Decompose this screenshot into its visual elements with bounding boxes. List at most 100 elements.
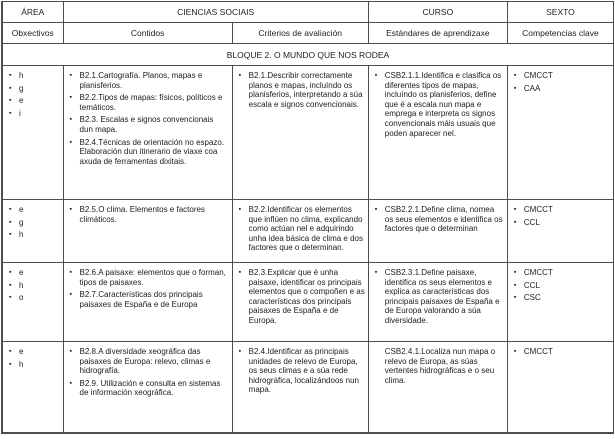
obxectivos-item-text: e bbox=[19, 96, 24, 106]
obxectivos-item: ▪ g bbox=[8, 84, 60, 94]
criterios-item-text: B2.1.Describir correctamente planos e ma… bbox=[248, 71, 363, 109]
criterios-cell: ▪ B2.4.Identificar as principais unidades… bbox=[231, 341, 369, 433]
bullet-icon: ▪ bbox=[9, 206, 12, 213]
bullet-icon: ▪ bbox=[513, 281, 517, 289]
criterios-cell: ▪ B2.3.Explicar que é unha paisaxe, ident… bbox=[231, 262, 369, 342]
bullet-icon: ▪ bbox=[238, 206, 242, 213]
obxectivos-item-text: h bbox=[19, 359, 24, 369]
bullet-icon: ▪ bbox=[69, 138, 73, 146]
criterios-item: ▪ B2.2.Identificar os elementos que inflú… bbox=[238, 205, 365, 253]
contidos-item-text: B2.3. Escalas e signos convencionais dun… bbox=[79, 115, 214, 134]
competencias-item: ▪ CSC bbox=[513, 293, 610, 303]
bullet-icon: ▪ bbox=[9, 294, 12, 302]
competencias-item: ▪ CMCCT bbox=[513, 205, 610, 215]
competencias-item-text: CCL bbox=[523, 217, 540, 227]
estandares-item: ▪CSB2.4.1.Localiza nun mapa o relevo de … bbox=[374, 347, 504, 385]
bullet-icon: ▪ bbox=[69, 379, 73, 387]
bullet-icon: ▪ bbox=[69, 116, 73, 124]
obxectivos-item: ▪ o bbox=[8, 293, 60, 303]
bullet-icon: ▪ bbox=[9, 360, 12, 368]
contidos-item: ▪ B2.3. Escalas e signos convencionais du… bbox=[69, 115, 229, 134]
column-header-contidos: Contidos bbox=[62, 22, 233, 44]
bullet-icon: ▪ bbox=[238, 269, 242, 276]
competencias-item-text: CSC bbox=[523, 293, 541, 303]
contidos-item: ▪ B2.6.A paisaxe: elementos que o forman,… bbox=[69, 268, 229, 287]
bullet-icon: ▪ bbox=[69, 348, 73, 355]
estandares-item: ▪ CSB2.3.1.Define paisaxe, identifica os … bbox=[374, 268, 504, 326]
estandares-item: ▪ CSB2.1.1.Identifica e clasifica os dife… bbox=[374, 71, 504, 138]
competencias-item: ▪ CMCCT bbox=[513, 347, 610, 357]
bullet-icon: ▪ bbox=[9, 218, 12, 226]
bullet-icon: ▪ bbox=[69, 72, 73, 79]
estandares-item-text: CSB2.1.1.Identifica e clasifica os difer… bbox=[384, 71, 502, 138]
bullet-icon: ▪ bbox=[9, 269, 12, 276]
obxectivos-item-text: h bbox=[19, 230, 24, 240]
table-row: ▪ e ▪ g ▪ h ▪ B2.5.O clima. Elementos e factore… bbox=[1, 199, 615, 263]
bloque-row: BLOQUE 2. O MUNDO QUE NOS RODEA bbox=[1, 43, 614, 66]
contidos-item-text: B2.8.A diversidade xeográfica das paisax… bbox=[79, 347, 211, 376]
criterios-cell: ▪ B2.1.Describir correctamente planos e m… bbox=[231, 65, 369, 200]
contidos-item-text: B2.7.Características dos principais pais… bbox=[79, 290, 203, 309]
estandares-item-text: CSB2.3.1.Define paisaxe, identifica os s… bbox=[384, 268, 500, 325]
column-header-criterios: Criterios de avaliación bbox=[231, 22, 369, 44]
bullet-icon: ▪ bbox=[238, 348, 242, 355]
column-header-obxectivos: Obxectivos bbox=[1, 22, 64, 44]
obxectivos-cell: ▪ e ▪ h ▪ o bbox=[1, 262, 64, 342]
obxectivos-item: ▪ h bbox=[8, 71, 60, 81]
criterios-item-text: B2.2.Identificar os elementos que inflúe… bbox=[248, 205, 363, 253]
criterios-item: ▪ B2.3.Explicar que é unha paisaxe, ident… bbox=[238, 268, 365, 326]
competencias-item-text: CAA bbox=[523, 83, 541, 93]
obxectivos-cell: ▪ h ▪ g ▪ e ▪ i bbox=[1, 65, 64, 200]
table-row: ▪ e ▪ h ▪ B2.8.A diversidade xeográfica das p… bbox=[1, 341, 615, 433]
obxectivos-item: ▪ h bbox=[8, 230, 60, 240]
header-curso: CURSO bbox=[367, 1, 508, 23]
bullet-icon: ▪ bbox=[9, 109, 12, 117]
bullet-icon: ▪ bbox=[9, 72, 12, 79]
bullet-icon: ▪ bbox=[513, 72, 517, 79]
bullet-icon: ▪ bbox=[513, 84, 517, 92]
estandares-cell: ▪ CSB2.1.1.Identifica e clasifica os dife… bbox=[367, 65, 508, 200]
contidos-cell: ▪ B2.1.Cartografía. Planos, mapas e plani… bbox=[62, 65, 233, 200]
contidos-cell: ▪ B2.8.A diversidade xeográfica das paisa… bbox=[62, 341, 233, 433]
column-header-estandares: Estándares de aprendizaxe bbox=[367, 22, 508, 44]
competencias-item-text: CMCCT bbox=[523, 268, 553, 277]
header-row-top: ÁREA CIENCIAS SOCIAIS CURSO SEXTO bbox=[1, 1, 615, 23]
table-body: ▪ h ▪ g ▪ e ▪ i ▪ B2.1.Cartografía. Planos, mapas… bbox=[1, 65, 615, 433]
obxectivos-item-text: g bbox=[19, 83, 24, 93]
obxectivos-item: ▪ e bbox=[8, 96, 60, 106]
competencias-item: ▪ CMCCT bbox=[513, 71, 610, 81]
criterios-cell: ▪ B2.2.Identificar os elementos que inflú… bbox=[231, 199, 369, 263]
table-row: ▪ e ▪ h ▪ o ▪ B2.6.A paisaxe: elementos que o f… bbox=[1, 262, 615, 342]
obxectivos-item: ▪ e bbox=[8, 268, 60, 278]
obxectivos-item-text: g bbox=[19, 217, 24, 227]
estandares-item: ▪ CSB2.2.1.Define clima, nomea os seus el… bbox=[374, 205, 504, 234]
column-header-competencias: Competencias clave bbox=[506, 22, 615, 44]
obxectivos-item: ▪ h bbox=[8, 281, 60, 291]
estandares-item-text: CSB2.2.1.Define clima, nomea os seus ele… bbox=[384, 205, 503, 234]
contidos-item: ▪ B2.2.Tipos de mapas: físicos, políticos… bbox=[69, 93, 229, 112]
competencias-item-text: CCL bbox=[523, 280, 540, 290]
competencias-item: ▪ CCL bbox=[513, 281, 610, 291]
obxectivos-cell: ▪ e ▪ g ▪ h bbox=[1, 199, 64, 263]
contidos-item: ▪ B2.7.Características dos principais pai… bbox=[69, 290, 229, 309]
obxectivos-item: ▪ i bbox=[8, 109, 60, 119]
bullet-icon: ▪ bbox=[374, 72, 378, 79]
obxectivos-item-text: e bbox=[19, 268, 24, 277]
competencias-item-text: CMCCT bbox=[523, 205, 553, 214]
table-row: ▪ h ▪ g ▪ e ▪ i ▪ B2.1.Cartografía. Planos, mapas… bbox=[1, 65, 615, 200]
competencias-item-text: CMCCT bbox=[523, 71, 553, 80]
header-sexto: SEXTO bbox=[506, 1, 615, 23]
bullet-icon: ▪ bbox=[69, 206, 73, 213]
competencias-cell: ▪ CMCCT ▪ CCL ▪ CSC bbox=[506, 262, 615, 342]
bullet-icon: ▪ bbox=[69, 269, 73, 276]
estandares-cell: ▪ CSB2.3.1.Define paisaxe, identifica os … bbox=[367, 262, 508, 342]
bullet-icon: ▪ bbox=[9, 84, 12, 92]
bullet-icon: ▪ bbox=[513, 269, 517, 276]
bullet-icon: ▪ bbox=[513, 206, 517, 213]
bullet-icon: ▪ bbox=[9, 281, 12, 289]
contidos-item-text: B2.6.A paisaxe: elementos que o forman, … bbox=[79, 268, 226, 287]
header-subject: CIENCIAS SOCIAIS bbox=[62, 1, 369, 23]
bullet-icon: ▪ bbox=[69, 291, 73, 299]
obxectivos-item-text: i bbox=[19, 108, 21, 118]
contidos-item: ▪ B2.9. Utilización e consulta en sistema… bbox=[69, 379, 229, 398]
